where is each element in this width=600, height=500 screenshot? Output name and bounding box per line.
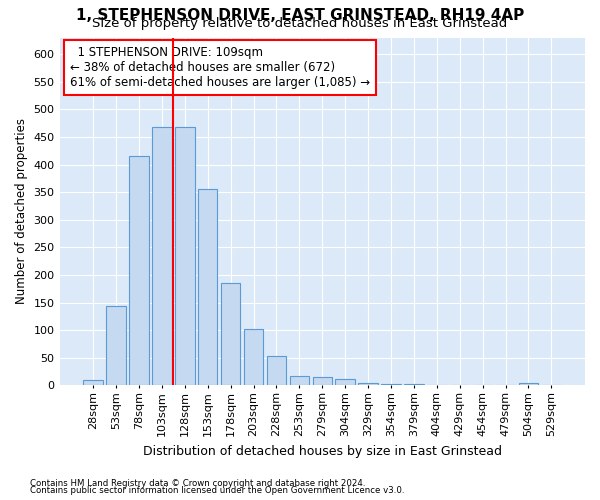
Text: 1 STEPHENSON DRIVE: 109sqm
← 38% of detached houses are smaller (672)
61% of sem: 1 STEPHENSON DRIVE: 109sqm ← 38% of deta… xyxy=(70,46,370,89)
Bar xyxy=(313,377,332,386)
Bar xyxy=(290,376,309,386)
Bar xyxy=(404,384,424,386)
Bar xyxy=(519,382,538,386)
Bar xyxy=(358,382,378,386)
Text: Contains public sector information licensed under the Open Government Licence v3: Contains public sector information licen… xyxy=(30,486,404,495)
Bar xyxy=(244,328,263,386)
Bar xyxy=(335,379,355,386)
X-axis label: Distribution of detached houses by size in East Grinstead: Distribution of detached houses by size … xyxy=(143,444,502,458)
Bar xyxy=(106,306,126,386)
Y-axis label: Number of detached properties: Number of detached properties xyxy=(15,118,28,304)
Bar xyxy=(267,356,286,386)
Bar xyxy=(152,127,172,386)
Text: Contains HM Land Registry data © Crown copyright and database right 2024.: Contains HM Land Registry data © Crown c… xyxy=(30,478,365,488)
Bar xyxy=(381,384,401,386)
Bar xyxy=(175,127,194,386)
Bar xyxy=(129,156,149,386)
Bar xyxy=(198,190,217,386)
Bar xyxy=(221,284,241,386)
Bar xyxy=(83,380,103,386)
Text: Size of property relative to detached houses in East Grinstead: Size of property relative to detached ho… xyxy=(92,18,508,30)
Text: 1, STEPHENSON DRIVE, EAST GRINSTEAD, RH19 4AP: 1, STEPHENSON DRIVE, EAST GRINSTEAD, RH1… xyxy=(76,8,524,22)
